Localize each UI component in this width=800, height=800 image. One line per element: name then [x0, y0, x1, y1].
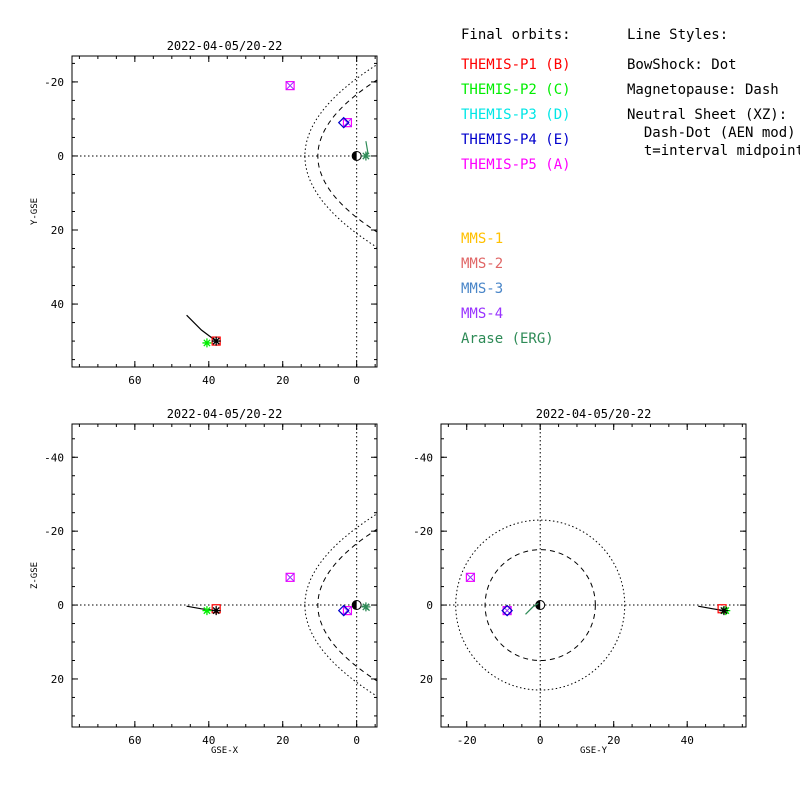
marker-THEMIS-P2 [211, 606, 221, 616]
y-axis-title: Z-GSE [30, 562, 40, 589]
x-tick-label: 60 [128, 374, 141, 387]
marker-THEMIS-P5 [342, 118, 353, 128]
x-tick-label: 40 [202, 734, 215, 747]
panel-frame [71, 55, 378, 368]
x-tick-label: 60 [128, 734, 141, 747]
legend-style-item-0: BowShock: Dot [627, 57, 737, 73]
x-tick-label: 40 [681, 734, 694, 747]
marker-x-THEMIS-P5 [285, 81, 295, 90]
legend-themis-item-4: THEMIS-P5 (A) [461, 157, 571, 173]
panel-content [72, 56, 377, 367]
legend-themis-item-2: THEMIS-P3 (D) [461, 107, 571, 123]
x-axis-title: GSE-Y [580, 746, 608, 756]
panel-title: 2022-04-05/20-22 [536, 407, 652, 421]
marker-THEMIS-P5 [465, 572, 475, 582]
y-tick-label: 0 [57, 150, 64, 163]
x-tick-label: 20 [607, 734, 620, 747]
y-tick-label: 20 [51, 673, 64, 686]
marker-x-THEMIS-P5 [343, 118, 352, 127]
panel-1: 2022-04-05/20-22 60 40 20 0 -40 -20 0 20 GSE-X Z-G… [30, 407, 378, 756]
marker-x-THEMIS-P5 [466, 572, 475, 582]
marker-THEMIS-P2 [719, 606, 729, 616]
x-tick-label: 0 [353, 374, 360, 387]
x-tick-label: 20 [276, 374, 289, 387]
legend-mms-item-1: MMS-2 [461, 256, 504, 272]
y-tick-label: 0 [57, 599, 64, 612]
marker-Arase (ERG) [361, 151, 371, 161]
y-axis-title: Y-GSE [30, 198, 40, 225]
y-tick-label: -20 [413, 525, 433, 538]
x-tick-label: 20 [276, 734, 289, 747]
x-tick-label: 0 [537, 734, 544, 747]
legend-style-item-3: Dash-Dot (AEN mod) [627, 125, 796, 141]
panel-0: 2022-04-05/20-22 60 40 20 0 -20 0 20 40 Y-GSE [30, 39, 378, 387]
marker-x-THEMIS-P5 [343, 606, 352, 615]
panel-frame [440, 423, 747, 728]
magnetopause-curve [317, 528, 377, 682]
legend-themis-item-0: THEMIS-P1 (B) [461, 57, 571, 73]
earth-night-side [352, 600, 357, 610]
legend-final-orbits-title: Final orbits: [461, 27, 571, 43]
y-tick-label: 20 [420, 673, 433, 686]
panel-title: 2022-04-05/20-22 [167, 407, 283, 421]
marker-THEMIS-P4 [337, 116, 350, 129]
legend-style-item-2: Neutral Sheet (XZ): [627, 107, 788, 123]
magnetopause-curve [317, 79, 377, 233]
legend-style-item-1: Magnetopause: Dash [627, 82, 779, 98]
marker-THEMIS-P2 [211, 336, 221, 346]
orbit-track [186, 314, 217, 342]
magnetopause-circle [484, 549, 596, 661]
orbit-track [698, 605, 725, 612]
legend-line-styles-title: Line Styles: [627, 27, 729, 43]
panel-frame [71, 423, 378, 728]
legend-themis-item-3: THEMIS-P4 (E) [461, 132, 571, 148]
legend-style-item-4: t=interval midpoint [627, 143, 800, 159]
marker-THEMIS-P4 [501, 604, 513, 617]
legend-mms-item-4: Arase (ERG) [461, 331, 554, 347]
earth-night-side [535, 600, 541, 610]
legend-mms-item-2: MMS-3 [461, 281, 504, 297]
bow-shock-circle [455, 519, 626, 691]
x-tick-label: 0 [353, 734, 360, 747]
marker-THEMIS-P2 [202, 338, 212, 348]
x-tick-label: 40 [202, 374, 215, 387]
marker-THEMIS-P4 [337, 604, 350, 617]
marker-THEMIS-P5 [342, 606, 353, 616]
legend-themis-item-1: THEMIS-P2 (C) [461, 82, 571, 98]
y-tick-label: -20 [44, 76, 64, 89]
y-tick-label: -20 [44, 525, 64, 538]
x-axis-title: GSE-X [211, 746, 239, 756]
x-tick-label: -20 [457, 734, 477, 747]
y-tick-label: 20 [51, 224, 64, 237]
panel-title: 2022-04-05/20-22 [167, 39, 283, 53]
earth-night-side [352, 151, 357, 161]
panel-content [441, 424, 746, 727]
marker-THEMIS-P5 [285, 572, 295, 582]
y-tick-label: 0 [426, 599, 433, 612]
legend-mms-item-0: MMS-1 [461, 231, 504, 247]
marker-Arase (ERG) [361, 602, 371, 612]
marker-THEMIS-P5 [502, 606, 512, 616]
orbit-track [525, 602, 539, 615]
marker-THEMIS-P2 [202, 606, 212, 616]
marker-x-THEMIS-P5 [285, 572, 295, 582]
y-tick-label: -40 [44, 451, 64, 464]
legend-mms-item-3: MMS-4 [461, 306, 504, 322]
panel-content [72, 424, 377, 727]
marker-THEMIS-P5 [285, 81, 295, 91]
y-tick-label: -40 [413, 451, 433, 464]
y-tick-label: 40 [51, 298, 64, 311]
